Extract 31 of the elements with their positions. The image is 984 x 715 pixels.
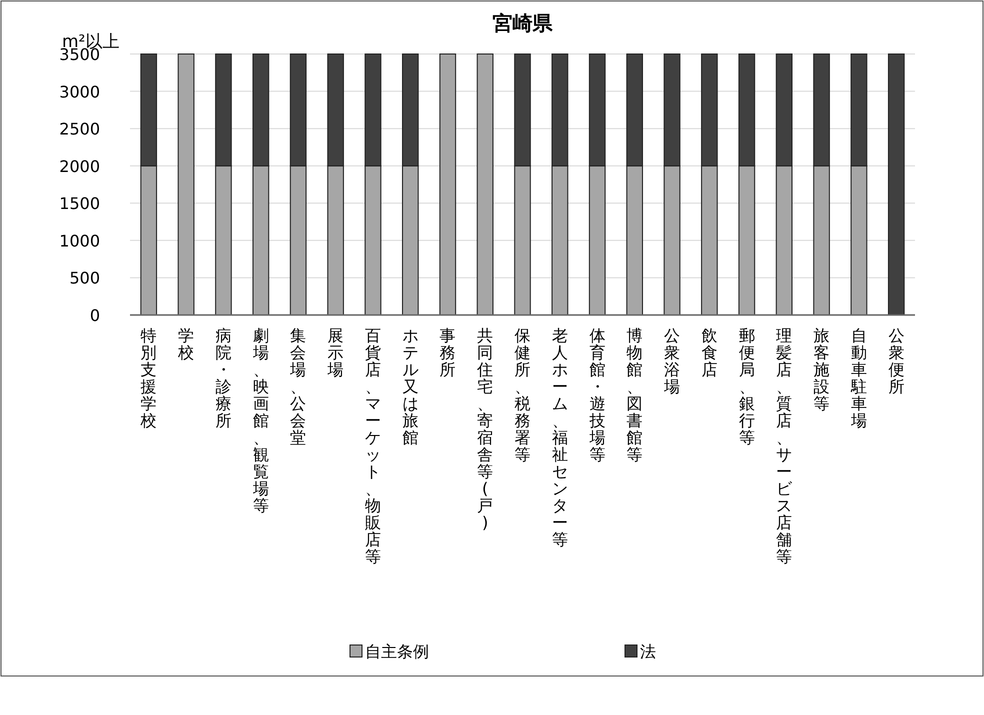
x-tick-label: 学校 [177,326,194,362]
x-tick-label: 病院・診療所 [215,326,232,430]
x-tick-label: 事務所 [440,326,456,379]
category-label: 共同住宅、寄宿舎等(戸) [477,326,494,532]
x-tick-label: 自動車駐車場 [850,326,867,430]
x-tick-label: 博物館、図書館等 [626,326,643,464]
y-tick-label: 0 [90,306,100,325]
category-label: 老人ホーム、福祉センター等 [552,326,568,549]
x-tick-label: 集会場、公会堂 [289,326,306,447]
y-tick-label: 500 [69,268,100,288]
legend-label: 法 [640,642,656,661]
y-tick-label: 1500 [59,194,100,214]
x-tick-label: 郵便局、銀行等 [738,326,755,447]
legend-label: 自主条例 [365,642,429,661]
x-tick-label: 展示場 [326,326,344,379]
x-tick-label: 公衆浴場 [663,326,680,396]
chart-title: 宮崎県 [492,11,554,35]
x-tick-label: ホテル又は旅館 [402,326,418,447]
x-tick-label: 公衆便所 [888,326,904,396]
y-tick-label: 2000 [59,156,100,176]
category-label: 理髪店、質店、サービス店舗等 [776,326,792,566]
x-tick-label: 特別支援学校 [140,326,157,430]
y-tick-label: 2500 [59,120,100,139]
x-tick-label: 体育館・遊技場等 [588,326,606,464]
x-tick-label: 旅客施設等 [814,326,830,413]
y-tick-label: 3000 [59,82,100,102]
category-label: 百貨店、マーケット、物販店等 [364,326,381,566]
category-label: 劇場、映画館、観覧場等 [252,326,269,515]
x-tick-label: 飲食店 [701,326,718,379]
y-tick-label: 1000 [59,231,100,250]
x-tick-label: 保健所、税務署等 [514,326,530,464]
